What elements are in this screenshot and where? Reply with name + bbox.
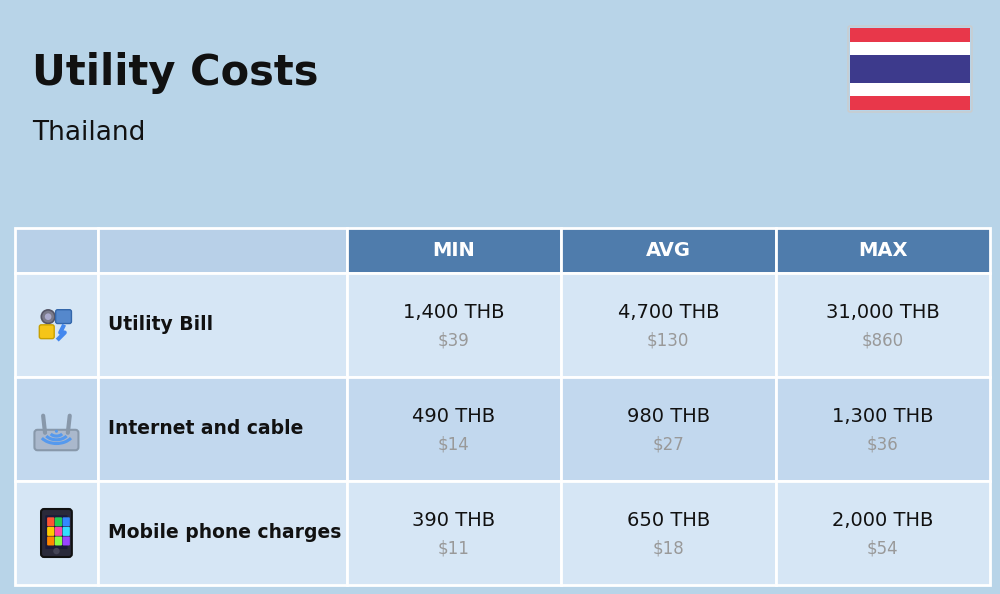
Text: MAX: MAX: [858, 241, 908, 260]
Bar: [15, 377, 98, 481]
Bar: [850, 83, 970, 96]
Bar: [98, 377, 347, 481]
Text: 980 THB: 980 THB: [627, 407, 710, 426]
Bar: [850, 96, 970, 110]
FancyBboxPatch shape: [34, 430, 78, 450]
Text: 2,000 THB: 2,000 THB: [832, 511, 933, 530]
Text: 390 THB: 390 THB: [412, 511, 495, 530]
FancyBboxPatch shape: [41, 509, 72, 557]
FancyBboxPatch shape: [56, 309, 71, 324]
Bar: [15, 481, 98, 585]
Text: $130: $130: [647, 332, 689, 350]
Text: Internet and cable: Internet and cable: [108, 419, 303, 438]
Bar: [347, 228, 561, 273]
Bar: [98, 228, 347, 273]
Bar: [776, 377, 990, 481]
Bar: [850, 28, 970, 42]
Text: 1,400 THB: 1,400 THB: [403, 304, 505, 323]
Bar: [98, 273, 347, 377]
Text: Mobile phone charges: Mobile phone charges: [108, 523, 341, 542]
Circle shape: [55, 430, 58, 433]
Text: 650 THB: 650 THB: [627, 511, 710, 530]
Bar: [776, 273, 990, 377]
Bar: [347, 273, 561, 377]
FancyBboxPatch shape: [55, 517, 62, 526]
Text: 31,000 THB: 31,000 THB: [826, 304, 940, 323]
FancyBboxPatch shape: [55, 536, 62, 545]
Bar: [15, 273, 98, 377]
Bar: [561, 377, 776, 481]
Bar: [15, 228, 98, 273]
Text: MIN: MIN: [432, 241, 475, 260]
Text: $27: $27: [652, 436, 684, 454]
Circle shape: [41, 310, 55, 324]
Text: $39: $39: [438, 332, 470, 350]
Text: 490 THB: 490 THB: [412, 407, 495, 426]
Text: $11: $11: [438, 540, 470, 558]
FancyBboxPatch shape: [63, 517, 70, 526]
Text: Utility Bill: Utility Bill: [108, 315, 213, 334]
Text: $14: $14: [438, 436, 470, 454]
Bar: [98, 481, 347, 585]
Text: 4,700 THB: 4,700 THB: [618, 304, 719, 323]
FancyBboxPatch shape: [45, 515, 68, 549]
Text: $860: $860: [862, 332, 904, 350]
Bar: [561, 273, 776, 377]
FancyBboxPatch shape: [47, 527, 54, 536]
Bar: [347, 377, 561, 481]
FancyBboxPatch shape: [39, 325, 54, 339]
Bar: [561, 228, 776, 273]
FancyBboxPatch shape: [47, 536, 54, 545]
Text: Thailand: Thailand: [32, 120, 145, 146]
FancyBboxPatch shape: [63, 527, 70, 536]
Text: AVG: AVG: [646, 241, 691, 260]
FancyBboxPatch shape: [63, 536, 70, 545]
FancyBboxPatch shape: [47, 517, 54, 526]
Circle shape: [45, 314, 51, 320]
Text: $54: $54: [867, 540, 899, 558]
Bar: [347, 481, 561, 585]
Bar: [850, 42, 970, 55]
Bar: [850, 55, 970, 83]
FancyBboxPatch shape: [55, 527, 62, 536]
Bar: [776, 228, 990, 273]
Bar: [776, 481, 990, 585]
Text: $36: $36: [867, 436, 899, 454]
Text: $18: $18: [652, 540, 684, 558]
Text: Utility Costs: Utility Costs: [32, 52, 318, 94]
Bar: [561, 481, 776, 585]
Circle shape: [53, 548, 60, 554]
Text: 1,300 THB: 1,300 THB: [832, 407, 934, 426]
